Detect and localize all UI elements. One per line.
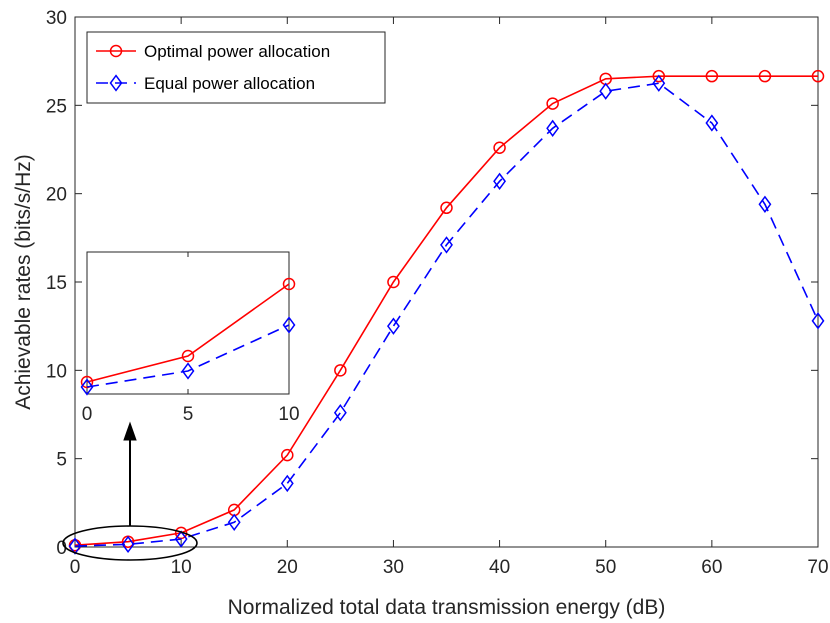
- data-point: [440, 236, 453, 254]
- inset-data-point: [80, 378, 94, 396]
- series-equal: [68, 74, 825, 555]
- data-point: [705, 114, 719, 132]
- inset-series-optimal: [80, 277, 296, 389]
- data-point: [333, 404, 347, 422]
- data-point: [811, 312, 825, 330]
- data-point: [440, 201, 453, 215]
- inset-x-tick-label: 0: [82, 404, 93, 425]
- inset-series-line: [86, 324, 290, 388]
- x-tick-label: 30: [383, 557, 404, 578]
- series-line: [74, 82, 819, 547]
- data-point: [758, 69, 772, 83]
- inset-x-tick-label: 5: [183, 404, 194, 425]
- inset-data-point: [80, 375, 94, 389]
- data-point: [811, 69, 825, 83]
- data-point: [227, 513, 241, 531]
- legend-item-equal: Equal power allocation: [96, 74, 315, 93]
- legend-item-optimal: Optimal power allocation: [96, 42, 330, 61]
- inset-data-point: [181, 349, 195, 363]
- x-tick-label: 20: [277, 557, 298, 578]
- inset-plot-area: 0 5 10: [80, 251, 300, 425]
- data-point: [334, 364, 347, 377]
- zoom-annotation: [62, 421, 198, 561]
- data-point: [387, 275, 400, 289]
- data-point: [705, 69, 719, 83]
- legend-label: Optimal power allocation: [144, 42, 330, 61]
- legend-label: Equal power allocation: [144, 74, 315, 93]
- data-point: [493, 141, 506, 154]
- y-tick-label: 20: [46, 185, 67, 206]
- x-tick-label: 70: [807, 557, 828, 578]
- y-tick-label: 10: [46, 361, 67, 382]
- legend-marker: [109, 44, 123, 58]
- data-point: [174, 530, 188, 548]
- y-tick-label: 15: [46, 273, 67, 294]
- data-point: [386, 317, 400, 335]
- x-tick-label: 60: [701, 557, 722, 578]
- data-point: [281, 448, 294, 462]
- data-point: [546, 97, 559, 110]
- inset-data-point: [181, 362, 195, 380]
- data-point: [758, 195, 772, 213]
- legend-box: [86, 31, 386, 104]
- data-point: [652, 74, 666, 92]
- inset-data-point: [282, 316, 296, 334]
- y-tick-label: 30: [46, 8, 67, 29]
- x-axis-label: Normalized total data transmission energ…: [228, 596, 666, 619]
- data-point: [546, 119, 560, 137]
- inset-series-equal: [80, 316, 296, 396]
- y-axis-label: Achievable rates (bits/s/Hz): [12, 154, 35, 410]
- inset-x-tick-label: 10: [278, 404, 299, 425]
- data-point: [599, 82, 613, 100]
- inset-frame: [86, 251, 290, 395]
- zoom-arrow-head: [123, 421, 137, 441]
- x-tick-label: 40: [489, 557, 510, 578]
- x-tick-label: 10: [171, 557, 192, 578]
- legend: Optimal power allocation Equal power allo…: [86, 31, 386, 104]
- x-tick-label: 50: [595, 557, 616, 578]
- x-tick-label: 0: [70, 557, 81, 578]
- y-tick-label: 5: [56, 450, 67, 471]
- series-line: [74, 75, 818, 547]
- inset-series-line: [86, 283, 290, 383]
- data-point: [280, 474, 294, 493]
- data-point: [652, 69, 666, 83]
- inset-data-point: [282, 277, 296, 291]
- data-point: [121, 535, 135, 554]
- y-tick-label: 0: [56, 538, 67, 559]
- data-point: [493, 172, 507, 190]
- y-tick-label: 25: [46, 96, 67, 117]
- legend-marker: [109, 74, 123, 92]
